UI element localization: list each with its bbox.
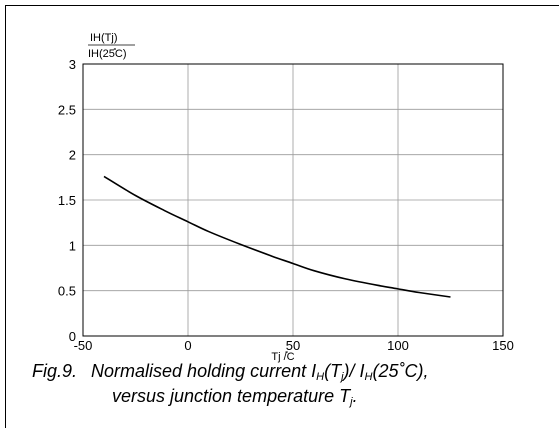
caption-subscript: H bbox=[316, 371, 325, 383]
figure-caption: Fig.9. Normalised holding current IH(Tj)/… bbox=[32, 362, 552, 412]
caption-text: Normalised holding current I bbox=[91, 361, 317, 381]
y-axis-label-numerator: IH(Tj) bbox=[90, 32, 118, 44]
y-axis-label-denominator: IH(25̊C) bbox=[88, 47, 127, 60]
caption-subscript: H bbox=[364, 371, 373, 383]
y-tick-label: 2.5 bbox=[58, 102, 76, 117]
y-tick-label: 2 bbox=[69, 148, 76, 163]
x-axis-label: Tj /̊C bbox=[271, 350, 294, 363]
x-tick-label: 50 bbox=[286, 338, 300, 353]
x-tick-label: 0 bbox=[184, 338, 191, 353]
caption-figure-number: Fig.9. bbox=[32, 361, 78, 381]
y-tick-label: 3 bbox=[69, 57, 76, 72]
x-tick-label: 150 bbox=[492, 338, 514, 353]
y-tick-label: 1 bbox=[69, 238, 76, 253]
y-tick-label: 0 bbox=[69, 329, 76, 344]
x-tick-labels: -50 0 50 100 150 bbox=[74, 338, 514, 353]
caption-line-2: versus junction temperature Tj. bbox=[32, 387, 552, 412]
caption-line-1: Fig.9. Normalised holding current IH(Tj)/… bbox=[32, 362, 552, 387]
grid bbox=[83, 64, 503, 336]
y-tick-labels: 0 0.5 1 1.5 2 2.5 3 bbox=[58, 57, 76, 344]
caption-text: (T bbox=[324, 361, 342, 381]
plot-area bbox=[82, 63, 504, 337]
y-tick-label: 1.5 bbox=[58, 193, 76, 208]
caption-text: (25˚C), bbox=[372, 361, 429, 381]
x-tick-label: -50 bbox=[74, 338, 93, 353]
caption-subscript: j bbox=[341, 371, 344, 383]
series-line bbox=[103, 175, 451, 298]
caption-subscript: j bbox=[350, 396, 353, 408]
figure-frame bbox=[5, 5, 559, 428]
caption-text: . bbox=[352, 386, 358, 406]
caption-text: )/ I bbox=[343, 361, 365, 381]
x-tick-label: 100 bbox=[387, 338, 409, 353]
caption-text: versus junction temperature T bbox=[112, 386, 351, 406]
y-tick-label: 0.5 bbox=[58, 284, 76, 299]
